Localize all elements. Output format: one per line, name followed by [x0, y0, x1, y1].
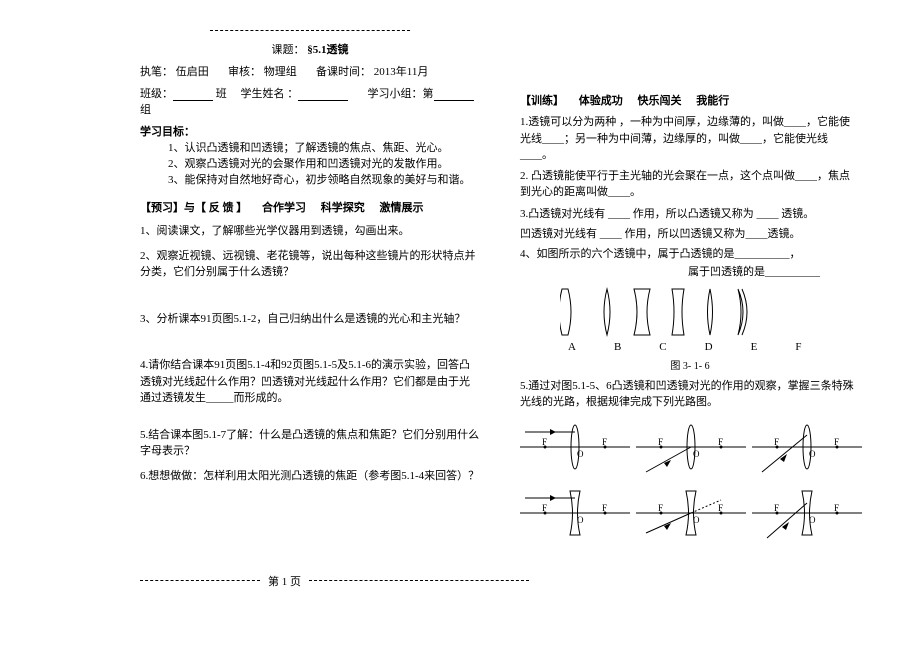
- svg-text:O: O: [693, 449, 700, 459]
- lens-e-icon: [704, 287, 716, 337]
- goal-3: 3、能保持对自然地好奇心，初步领略自然现象的美好与和谐。: [168, 171, 480, 187]
- group-blank[interactable]: [434, 88, 474, 101]
- class-suffix: 班: [216, 88, 227, 100]
- svg-text:O: O: [577, 515, 584, 525]
- ray-4: F O F: [520, 483, 630, 543]
- preview-h2: 合作学习: [262, 202, 306, 214]
- lens-c-icon: [632, 287, 652, 337]
- q4: 4.请你结合课本91页图5.1-4和92页图5.1-5及5.1-6的演示实验，回…: [140, 357, 480, 407]
- author-value: 伍启田: [176, 66, 209, 78]
- preview-h4: 激情展示: [380, 202, 424, 214]
- ray-1: F O F: [520, 417, 630, 477]
- svg-text:F: F: [658, 503, 663, 513]
- review-value: 物理组: [264, 66, 297, 78]
- t2: 2. 凸透镜能使平行于主光轴的光会聚在一点，这个点叫做____，焦点到光心的距离…: [520, 168, 860, 201]
- svg-text:F: F: [602, 503, 607, 513]
- topic-label: 课题：: [272, 44, 305, 56]
- right-column: 【训练】 体验成功 快乐闯关 我能行 1.透镜可以分为两种 ，一种为中间厚，边缘…: [520, 30, 860, 543]
- lens-d-icon: [670, 287, 686, 337]
- training-heading: 【训练】 体验成功 快乐闯关 我能行: [520, 92, 860, 108]
- lens-label-b: B: [614, 341, 621, 353]
- topic-value: §5.1透镜: [307, 44, 348, 56]
- group-label: 学习小组：第: [368, 88, 434, 100]
- svg-text:F: F: [834, 503, 839, 513]
- svg-text:O: O: [809, 515, 816, 525]
- footer-dash-right: [309, 580, 529, 581]
- ray-diagrams: F O F F O F: [520, 417, 860, 543]
- author-label: 执笔：: [140, 66, 173, 78]
- goals-list: 1、认识凸透镜和凹透镜；了解透镜的焦点、焦距、光心。 2、观察凸透镜对光的会聚作…: [168, 139, 480, 187]
- svg-text:O: O: [693, 515, 700, 525]
- lens-label-e: E: [751, 341, 758, 353]
- svg-text:O: O: [577, 449, 584, 459]
- train-h3: 快乐闯关: [638, 95, 682, 107]
- lens-f-icon: [734, 287, 750, 337]
- t3a: 3.凸透镜对光线有 ____ 作用，所以凸透镜又称为 ____ 透镜。: [520, 205, 860, 221]
- svg-text:F: F: [602, 437, 607, 447]
- train-h2: 体验成功: [579, 95, 623, 107]
- q3: 3、分析课本91页图5.1-2，自己归纳出什么是透镜的光心和主光轴？: [140, 311, 480, 328]
- footer: 第 1 页: [140, 573, 920, 589]
- t1: 1.透镜可以分为两种 ，一种为中间厚，边缘薄的，叫做____，它能使光线____…: [520, 114, 860, 164]
- review-label: 审核：: [228, 66, 261, 78]
- preptime-value: 2013年11月: [374, 66, 429, 78]
- q5: 5.结合课本图5.1-7了解：什么是凸透镜的焦点和焦距？它们分别用什么字母表示？: [140, 427, 480, 460]
- svg-text:F: F: [774, 503, 779, 513]
- svg-text:F: F: [542, 437, 547, 447]
- page-number: 第 1 页: [268, 573, 301, 589]
- svg-text:F: F: [718, 437, 723, 447]
- train-h1: 【训练】: [520, 95, 564, 107]
- lens-b-icon: [600, 287, 614, 337]
- meta-row-1: 执笔： 伍启田 审核： 物理组 备课时间： 2013年11月: [140, 63, 480, 79]
- ray-2: F O F: [636, 417, 746, 477]
- svg-text:O: O: [809, 449, 816, 459]
- student-blank[interactable]: [298, 88, 348, 101]
- class-blank[interactable]: [173, 88, 213, 101]
- meta-row-2: 班级： 班 学生姓名 ： 学习小组：第 组: [140, 85, 480, 117]
- goal-2: 2、观察凸透镜对光的会聚作用和凹透镜对光的发散作用。: [168, 155, 480, 171]
- svg-text:F: F: [542, 503, 547, 513]
- preview-heading: 【预习】与【 反 馈 】 合作学习 科学探究 激情展示: [140, 199, 480, 215]
- goals-heading: 学习目标：: [140, 123, 480, 139]
- lens-label-c: C: [659, 341, 666, 353]
- t5: 5.通过对图5.1-5、6凸透镜和凹透镜对光的作用的观察，掌握三条特殊光线的光路…: [520, 378, 860, 411]
- lens-label-f: F: [795, 341, 801, 353]
- svg-text:F: F: [658, 437, 663, 447]
- group-suffix: 组: [140, 104, 151, 116]
- ray-3: F O F: [752, 417, 862, 477]
- ray-6: F O F: [752, 483, 862, 543]
- t3b: 凹透镜对光线有 ____ 作用，所以凹透镜又称为____透镜。: [520, 225, 860, 241]
- q1: 1、阅读课文，了解哪些光学仪器用到透镜，勾画出来。: [140, 223, 480, 240]
- svg-text:F: F: [834, 437, 839, 447]
- train-h4: 我能行: [696, 95, 729, 107]
- svg-text:F: F: [718, 503, 723, 513]
- top-dashed-line: [210, 30, 410, 31]
- lens-a-icon: [560, 287, 582, 337]
- left-column: 课题： §5.1透镜 执笔： 伍启田 审核： 物理组 备课时间： 2013年11…: [140, 30, 480, 543]
- lens-labels: A B C D E F: [568, 341, 860, 353]
- lens-label-d: D: [705, 341, 713, 353]
- t4a: 4、如图所示的六个透镜中，属于凸透镜的是__________，: [520, 245, 860, 261]
- preview-h1: 【预习】与【 反 馈 】: [140, 202, 247, 214]
- ray-5: F O F: [636, 483, 746, 543]
- q2: 2、观察近视镜、远视镜、老花镜等，说出每种这些镜片的形状特点并分类，它们分别属于…: [140, 248, 480, 281]
- footer-dash-left: [140, 580, 260, 581]
- lens-figure: [560, 287, 860, 337]
- goal-1: 1、认识凸透镜和凹透镜；了解透镜的焦点、焦距、光心。: [168, 139, 480, 155]
- class-label: 班级：: [140, 88, 173, 100]
- q6: 6.想想做做：怎样利用太阳光测凸透镜的焦距（参考图5.1-4来回答）？: [140, 468, 480, 485]
- fig-caption: 图 3- 1- 6: [520, 357, 860, 372]
- preview-h3: 科学探究: [321, 202, 365, 214]
- preptime-label: 备课时间：: [316, 66, 371, 78]
- svg-text:F: F: [774, 437, 779, 447]
- lens-label-a: A: [568, 341, 576, 353]
- topic-row: 课题： §5.1透镜: [140, 41, 480, 57]
- t4b: 属于凹透镜的是__________: [520, 263, 820, 279]
- student-label: 学生姓名 ：: [241, 88, 299, 100]
